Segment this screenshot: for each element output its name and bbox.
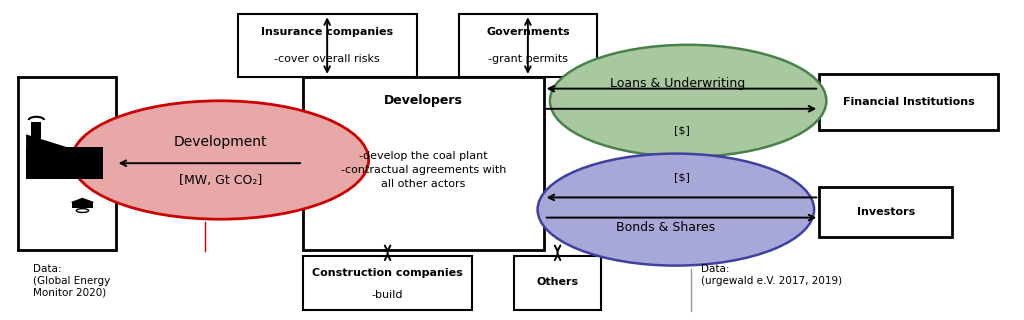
- Polygon shape: [27, 134, 68, 147]
- FancyBboxPatch shape: [514, 256, 601, 310]
- FancyBboxPatch shape: [238, 14, 417, 77]
- FancyBboxPatch shape: [819, 187, 952, 237]
- FancyBboxPatch shape: [303, 77, 544, 250]
- Ellipse shape: [538, 154, 814, 266]
- Text: Data:
(Global Energy
Monitor 2020): Data: (Global Energy Monitor 2020): [33, 264, 110, 297]
- Text: -develop the coal plant
-contractual agreements with
all other actors: -develop the coal plant -contractual agr…: [341, 151, 506, 188]
- Text: Development: Development: [173, 135, 267, 149]
- Circle shape: [76, 209, 89, 212]
- Text: -cover overall risks: -cover overall risks: [274, 54, 380, 64]
- Text: [MW, Gt CO₂]: [MW, Gt CO₂]: [178, 174, 262, 187]
- Text: Insurance companies: Insurance companies: [261, 27, 393, 37]
- Text: Bonds & Shares: Bonds & Shares: [616, 221, 715, 234]
- Text: Loans & Underwriting: Loans & Underwriting: [610, 77, 745, 90]
- Text: Governments: Governments: [486, 27, 569, 37]
- Ellipse shape: [72, 101, 369, 219]
- Text: [$]: [$]: [674, 124, 689, 135]
- Ellipse shape: [550, 45, 826, 157]
- Text: Construction companies: Construction companies: [312, 268, 463, 278]
- Text: -grant permits: -grant permits: [487, 54, 568, 64]
- Text: [$]: [$]: [674, 172, 689, 182]
- Text: -build: -build: [372, 290, 403, 300]
- Text: Financial Institutions: Financial Institutions: [843, 97, 975, 107]
- FancyBboxPatch shape: [18, 77, 116, 250]
- FancyBboxPatch shape: [303, 256, 472, 310]
- FancyBboxPatch shape: [819, 74, 998, 130]
- Text: Developers: Developers: [384, 94, 463, 107]
- Polygon shape: [70, 198, 94, 202]
- Bar: [31, 122, 41, 150]
- Bar: [27, 147, 102, 179]
- FancyBboxPatch shape: [459, 14, 597, 77]
- Text: Investors: Investors: [857, 207, 914, 217]
- Text: Data:
(urgewald e.V. 2017, 2019): Data: (urgewald e.V. 2017, 2019): [701, 264, 843, 286]
- Text: Others: Others: [537, 277, 579, 287]
- Bar: [72, 202, 93, 208]
- Bar: [68, 157, 102, 179]
